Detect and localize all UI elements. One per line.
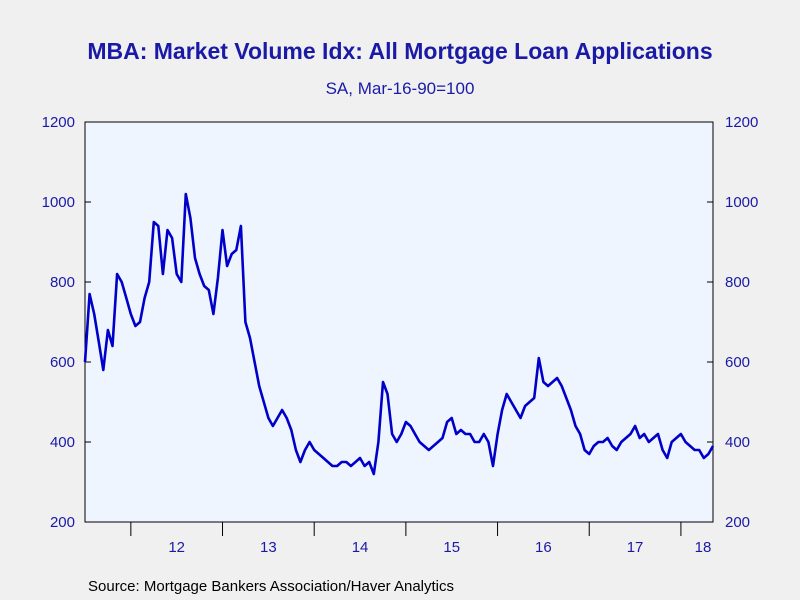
x-tick-label: 18	[695, 539, 712, 556]
series-line	[83, 192, 715, 476]
y-tick-label-left: 800	[50, 274, 75, 291]
x-tick-label: 14	[352, 539, 369, 556]
x-tick-label: 16	[535, 539, 552, 556]
y-tick-label-right: 600	[725, 354, 750, 371]
y-axis-left: 200 400 600 800 1000 1200	[42, 114, 91, 531]
y-tick-label-right: 200	[725, 514, 750, 531]
y-tick-label-right: 1200	[725, 114, 758, 131]
x-tick-label: 15	[443, 539, 460, 556]
y-tick-label-right: 1000	[725, 194, 758, 211]
y-tick-label-left: 200	[50, 514, 75, 531]
x-axis: 12 13 14 15 16 17 18	[130, 522, 712, 556]
source-note: Source: Mortgage Bankers Association/Hav…	[88, 578, 455, 595]
chart-title: MBA: Market Volume Idx: All Mortgage Loa…	[87, 38, 713, 64]
y-tick-label-right: 800	[725, 274, 750, 291]
x-tick-label: 13	[260, 539, 277, 556]
y-tick-label-left: 400	[50, 434, 75, 451]
y-tick-label-right: 400	[725, 434, 750, 451]
plot-area	[84, 121, 714, 523]
chart-subtitle: SA, Mar-16-90=100	[325, 79, 475, 98]
y-tick-label-left: 600	[50, 354, 75, 371]
x-tick-label: 12	[168, 539, 185, 556]
x-tick-label: 17	[627, 539, 644, 556]
y-tick-label-left: 1000	[42, 194, 75, 211]
y-axis-right: 200 400 600 800 1000 1200	[707, 114, 758, 531]
y-tick-label-left: 1200	[42, 114, 75, 131]
